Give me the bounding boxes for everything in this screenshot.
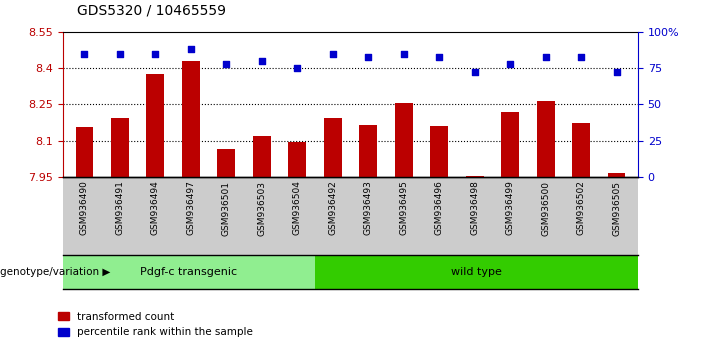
Text: GSM936490: GSM936490 [80,181,89,235]
Text: GSM936494: GSM936494 [151,181,160,235]
Bar [288,142,306,177]
Point [221,61,232,67]
Point [576,54,587,59]
Text: GSM936496: GSM936496 [435,181,444,235]
Point [256,58,267,64]
Bar [360,125,377,177]
Bar [466,176,484,177]
Bar [111,118,129,177]
Bar [182,61,200,177]
Point [505,61,516,67]
Bar [501,112,519,177]
Text: GSM936505: GSM936505 [612,181,621,235]
Bar [572,122,590,177]
Bar [324,118,341,177]
Text: GSM936504: GSM936504 [293,181,301,235]
Point [114,51,125,57]
Bar [217,149,235,177]
Text: GSM936492: GSM936492 [328,181,337,235]
Bar [147,74,164,177]
Point [185,46,196,52]
Bar [430,126,448,177]
Text: GSM936493: GSM936493 [364,181,373,235]
Text: GSM936501: GSM936501 [222,181,231,235]
Point [362,54,374,59]
Text: GSM936499: GSM936499 [505,181,515,235]
Legend: transformed count, percentile rank within the sample: transformed count, percentile rank withi… [54,308,257,341]
Text: GSM936495: GSM936495 [400,181,408,235]
Point [434,54,445,59]
Point [150,51,161,57]
Text: GDS5320 / 10465559: GDS5320 / 10465559 [77,4,226,18]
Bar [608,173,625,177]
Point [469,70,480,75]
Point [611,70,622,75]
Bar [537,101,554,177]
Text: GSM936497: GSM936497 [186,181,196,235]
Text: GSM936500: GSM936500 [541,181,550,235]
Point [327,51,339,57]
Bar [395,103,413,177]
Point [79,51,90,57]
Text: Pdgf-c transgenic: Pdgf-c transgenic [140,267,238,277]
Text: GSM936503: GSM936503 [257,181,266,235]
Point [540,54,551,59]
Bar [253,136,271,177]
Bar [76,127,93,177]
Text: wild type: wild type [451,267,502,277]
Text: GSM936498: GSM936498 [470,181,479,235]
Point [292,65,303,71]
Text: GSM936502: GSM936502 [577,181,585,235]
Text: genotype/variation ▶: genotype/variation ▶ [0,267,110,277]
Point [398,51,409,57]
Text: GSM936491: GSM936491 [116,181,124,235]
